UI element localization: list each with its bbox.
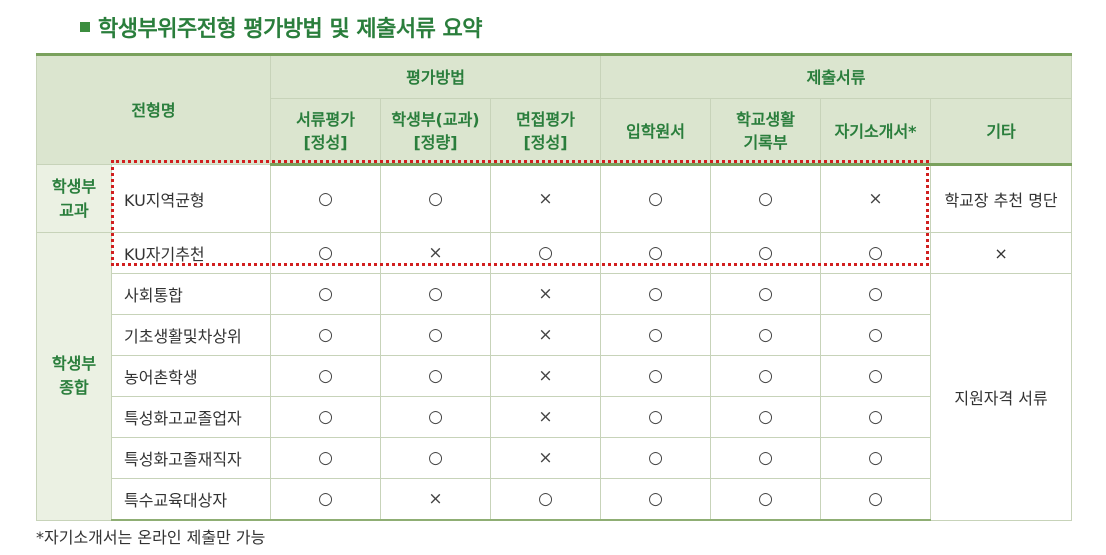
mark-cell: ○ [600,355,712,397]
mark-cell: ○ [270,355,382,397]
mark-cell: × [490,273,602,315]
mark-cell: × [380,232,492,274]
mark-cell: ○ [710,355,822,397]
mark-cell: ○ [820,396,932,438]
mark-cell: ○ [600,396,712,438]
etc-cell: × [930,232,1073,274]
page-title: 학생부위주전형 평가방법 및 제출서류 요약 [80,10,482,44]
type-name: KU자기추천 [110,232,272,274]
mark-cell: ○ [270,164,382,233]
table-row: 사회통합 ○ ○ × ○ ○ ○ 지원자격 서류 [37,273,1073,521]
mark-cell: ○ [380,164,492,233]
header-interview-eval: 면접평가 [정성] [490,98,602,166]
header-doc-eval: 서류평가 [정성] [270,98,382,166]
mark-cell: ○ [820,273,932,315]
mark-cell: ○ [270,314,382,356]
etc-cell: 학교장 추천 명단 [930,164,1073,233]
mark-cell: ○ [600,437,712,479]
header-self-intro: 자기소개서* [820,98,932,166]
page-title-text: 학생부위주전형 평가방법 및 제출서류 요약 [98,17,482,42]
mark-cell: ○ [380,314,492,356]
header-docs-group: 제출서류 [600,53,1073,99]
mark-cell: ○ [490,478,602,521]
mark-cell: ○ [820,232,932,274]
table-row: 학생부 교과 KU지역균형 ○ ○ × ○ ○ × 학교장 추천 명단 [36,164,1073,233]
mark-cell: ○ [270,396,382,438]
mark-cell: × [490,164,602,233]
mark-cell: ○ [600,273,712,315]
mark-cell: × [820,164,932,233]
mark-cell: ○ [600,232,712,274]
footnote: *자기소개서는 온라인 제출만 가능 [36,528,266,547]
table-row: 특성화고교졸업자 ○ ○ × ○ ○ ○ [37,396,1072,438]
mark-cell: ○ [270,437,382,479]
type-name: 기초생활및차상위 [110,314,272,356]
mark-cell: ○ [380,273,492,315]
header-type-name: 전형명 [35,53,272,165]
summary-table: 전형명 평가방법 제출서류 서류평가 [정성] 학생부(교과) [정량] 면접평가[… [35,53,1073,521]
type-name: 사회통합 [110,273,272,315]
mark-cell: × [490,355,602,397]
header-etc: 기타 [930,98,1073,166]
group-cell-jonghap: 학생부 종합 [36,232,112,521]
mark-cell: ○ [710,396,822,438]
type-name: 특성화고교졸업자 [110,396,272,438]
mark-cell: ○ [820,437,932,479]
mark-cell: ○ [600,164,712,233]
mark-cell: ○ [820,355,932,397]
mark-cell: ○ [270,232,382,274]
mark-cell: ○ [270,478,382,521]
mark-cell: ○ [710,164,822,233]
header-application: 입학원서 [600,98,712,166]
etc-cell-shared: 지원자격 서류 [930,273,1073,521]
mark-cell: ○ [820,478,932,521]
mark-cell: ○ [380,396,492,438]
mark-cell: ○ [600,314,712,356]
header-school-record: 학교생활 기록부 [710,98,822,166]
mark-cell: ○ [270,273,382,315]
title-bullet-icon [80,22,90,32]
mark-cell: × [380,478,492,521]
group-cell-gyogwa: 학생부 교과 [36,164,112,233]
mark-cell: ○ [710,273,822,315]
table-row: 기초생활및차상위 ○ ○ × ○ ○ ○ [37,314,1072,356]
mark-cell: ○ [710,232,822,274]
mark-cell: ○ [380,437,492,479]
mark-cell: ○ [600,478,712,521]
table-row: 농어촌학생 ○ ○ × ○ ○ ○ [37,355,1072,397]
mark-cell: ○ [490,232,602,274]
mark-cell: ○ [380,355,492,397]
table-row: 학생부 종합 KU자기추천 ○ × ○ ○ ○ ○ × [36,232,1073,521]
type-name: 농어촌학생 [110,355,272,397]
table-row: 특수교육대상자 ○ × ○ ○ ○ ○ [37,478,1072,521]
mark-cell: × [490,314,602,356]
mark-cell: × [490,396,602,438]
type-name: KU지역균형 [110,164,272,233]
mark-cell: ○ [710,314,822,356]
header-eval-group: 평가방법 [270,53,602,99]
table-row: 특성화고졸재직자 ○ ○ × ○ ○ ○ [37,437,1072,479]
mark-cell: ○ [710,437,822,479]
type-name: 특성화고졸재직자 [110,437,272,479]
type-name: 특수교육대상자 [110,478,272,521]
header-record-eval: 학생부(교과) [정량] [380,98,492,166]
mark-cell: × [490,437,602,479]
mark-cell: ○ [820,314,932,356]
mark-cell: ○ [710,478,822,521]
